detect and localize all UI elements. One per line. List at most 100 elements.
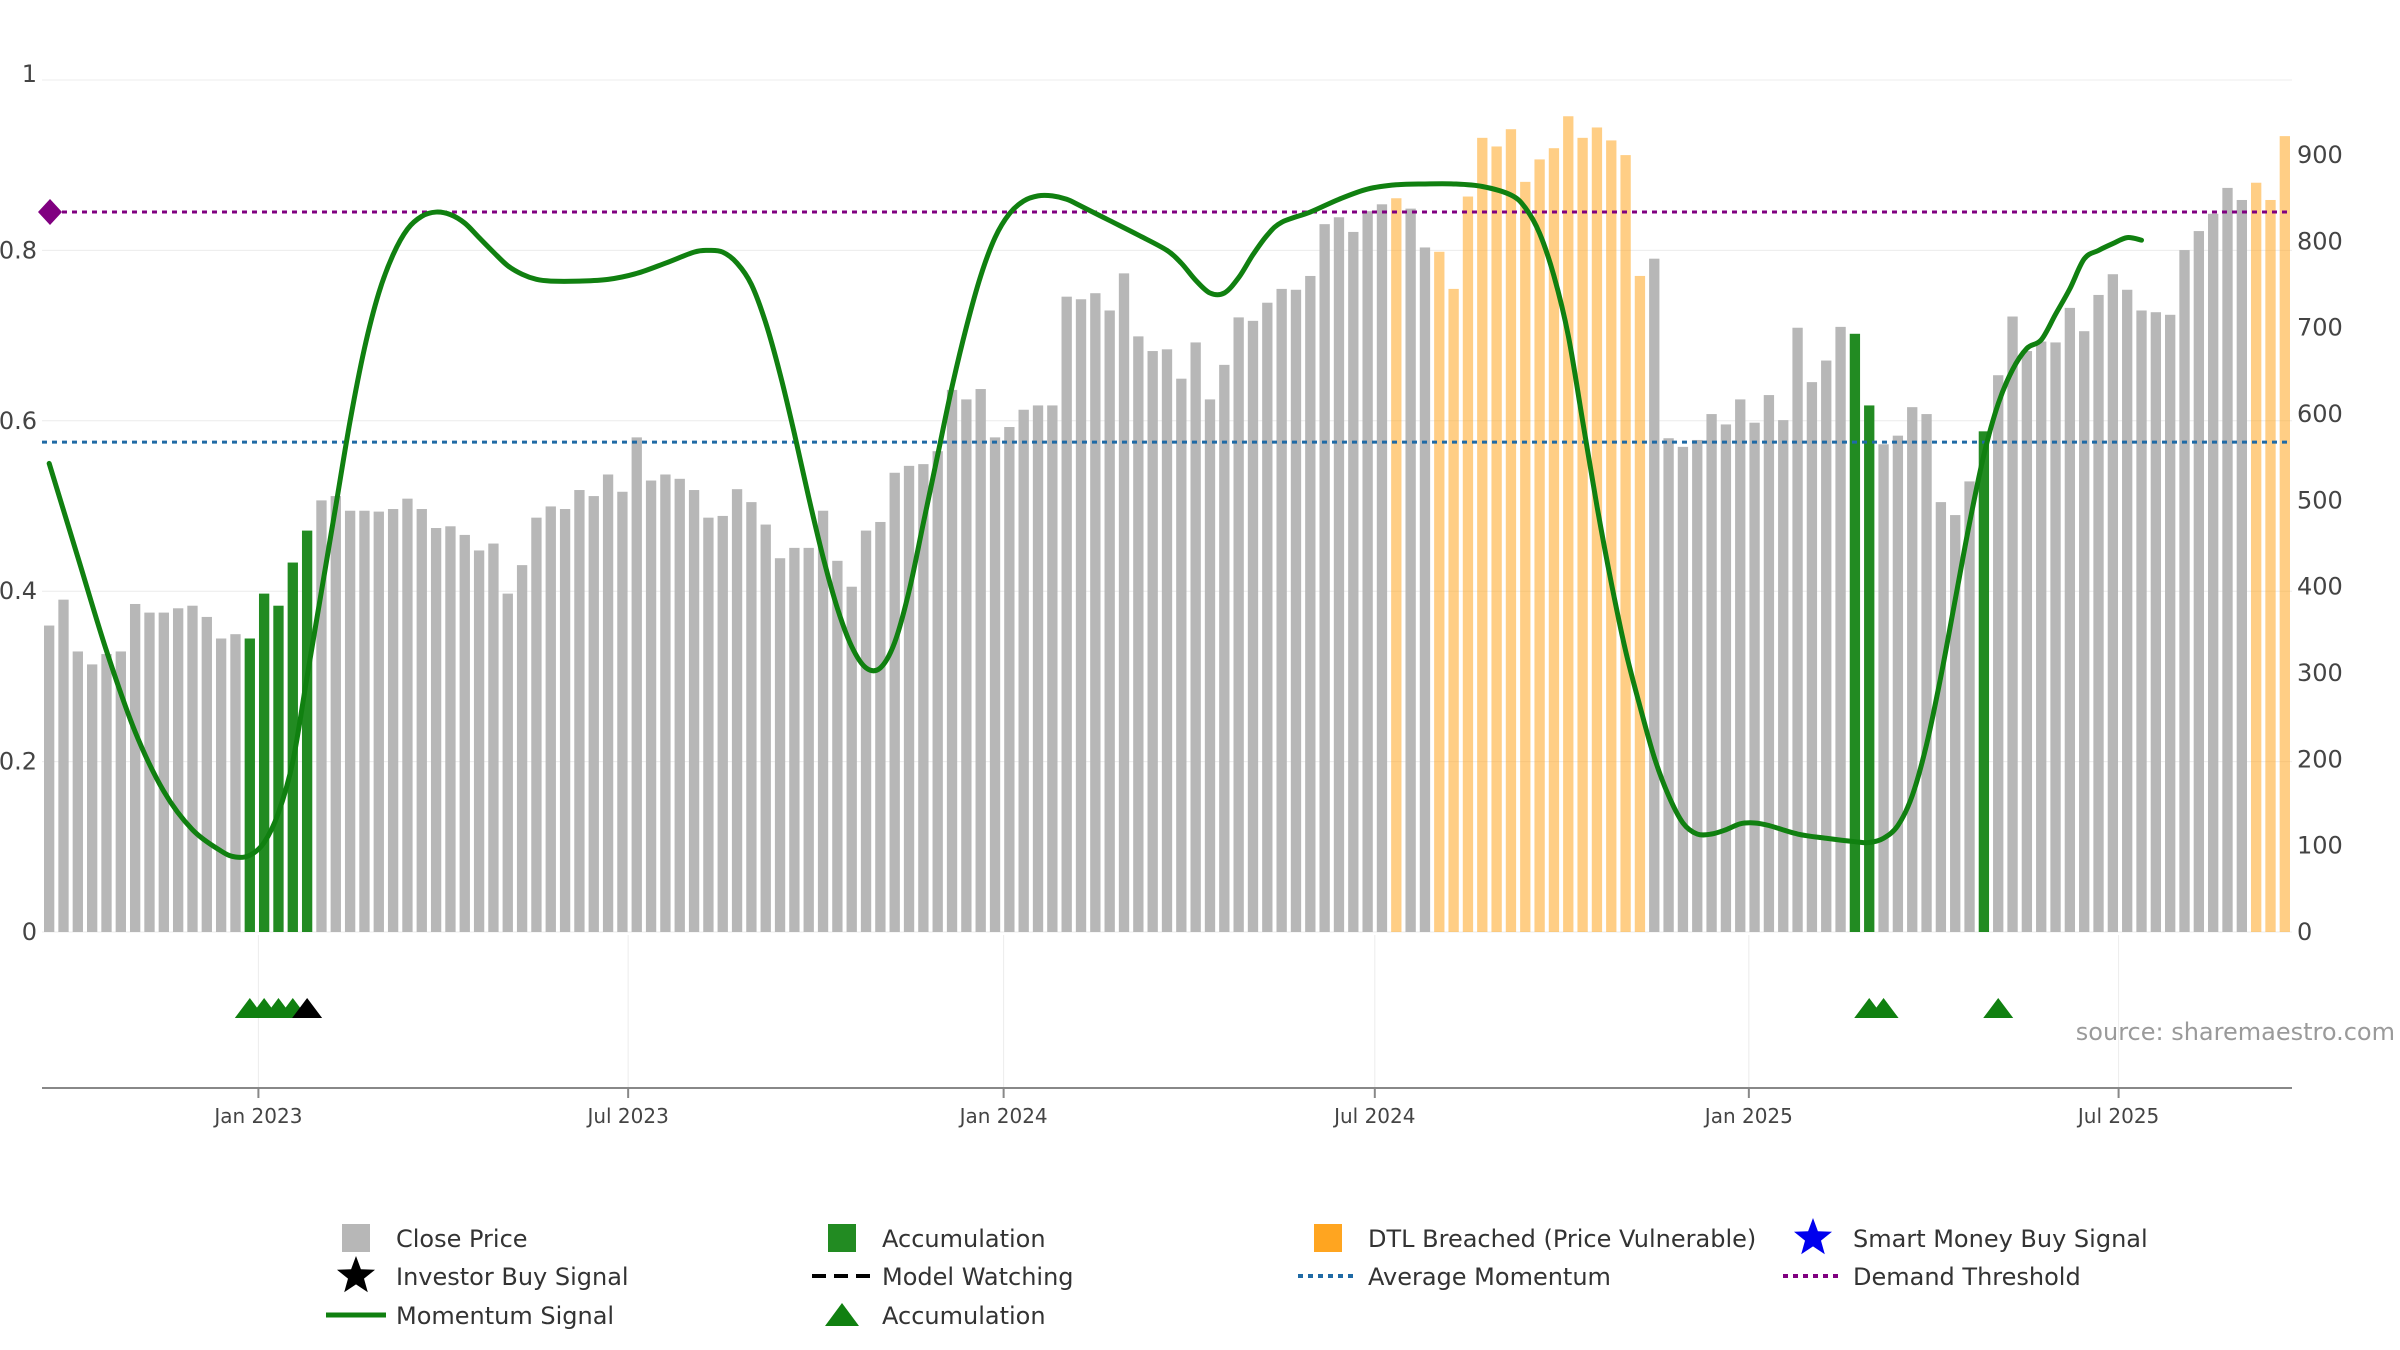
close-price-bar <box>230 634 241 932</box>
close-price-bar <box>1706 414 1717 932</box>
close-price-bar <box>1262 302 1273 932</box>
dtl-breached-bar <box>2279 136 2290 932</box>
close-price-bar <box>946 389 958 932</box>
close-price-bar <box>617 491 628 932</box>
close-price-bar <box>989 437 1001 932</box>
x-tick-label: Jan 2025 <box>1703 1104 1793 1128</box>
close-price-bar <box>445 526 456 932</box>
close-price-bar <box>1677 446 1689 932</box>
close-price-bar <box>975 389 986 932</box>
close-price-bar <box>488 543 499 932</box>
close-price-bar <box>1305 275 1316 932</box>
close-price-bar <box>129 603 141 932</box>
close-price-bar <box>531 517 542 932</box>
close-price-bar <box>660 474 671 932</box>
close-price-bar <box>1061 296 1072 932</box>
close-price-bar <box>1219 364 1230 932</box>
right-tick-label: 900 <box>2297 141 2343 169</box>
close-price-bar <box>559 509 571 932</box>
close-price-bar <box>215 638 227 932</box>
close-price-bar <box>1993 375 2004 932</box>
x-tick-label: Jan 2024 <box>958 1104 1048 1128</box>
close-price-bar <box>416 509 427 932</box>
close-price-bar <box>1276 288 1287 933</box>
left-axis-ticks: 0 0.2 0.4 0.6 0.8 1 <box>0 60 37 946</box>
close-price-bar <box>2064 307 2076 932</box>
close-price-bar <box>1290 289 1302 932</box>
close-price-bar <box>2150 312 2162 933</box>
close-price-bar <box>1835 326 1846 932</box>
legend-label-close-price: Close Price <box>396 1225 528 1253</box>
right-tick-label: 500 <box>2297 486 2343 514</box>
close-price-bar <box>1892 435 1904 932</box>
close-price-bar <box>674 478 685 932</box>
close-price-bar <box>1147 351 1158 933</box>
close-price-bar <box>774 558 786 932</box>
investor-buy-marker <box>292 998 323 1018</box>
close-price-bar <box>58 599 69 932</box>
close-price-bar <box>1319 224 1330 932</box>
legend-label-momentum-signal: Momentum Signal <box>396 1302 614 1330</box>
right-tick-label: 0 <box>2297 918 2312 946</box>
close-price-bar <box>731 489 743 932</box>
close-price-bar <box>1907 407 1918 932</box>
x-tick-label: Jul 2025 <box>2076 1104 2159 1128</box>
close-price-bar <box>645 480 657 932</box>
accumulation-bar <box>1978 431 1990 932</box>
close-price-bar <box>459 534 470 932</box>
accumulation-bar <box>287 562 298 932</box>
close-price-bar <box>2107 274 2119 932</box>
close-price-bar <box>2236 199 2247 932</box>
reference-lines <box>38 199 2292 444</box>
close-price-bar <box>201 616 212 932</box>
close-price-bar <box>760 524 771 932</box>
close-price-bar <box>373 511 384 932</box>
close-price-bar <box>2007 316 2018 932</box>
close-price-bar <box>1032 405 1044 932</box>
close-price-bar <box>1176 378 1187 932</box>
legend-label-accumulation: Accumulation <box>882 1302 1046 1330</box>
close-price-bar <box>1935 502 1947 932</box>
close-price-bar <box>717 515 728 932</box>
dtl-breached-bar <box>1448 288 1459 933</box>
close-price-bar <box>1950 515 1961 932</box>
left-tick-label: 1 <box>22 60 37 88</box>
close-price-bar <box>602 474 614 932</box>
signal-markers <box>234 998 2014 1018</box>
dtl-breached-bar <box>1434 251 1445 933</box>
close-price-bar <box>903 465 915 932</box>
close-price-bar <box>961 399 972 932</box>
legend: Close Price Accumulation DTL Breached (Pri… <box>326 1218 2148 1330</box>
legend-label-average-momentum: Average Momentum <box>1368 1263 1611 1291</box>
dtl-breached-bar <box>1520 181 1531 933</box>
close-price-bar <box>1204 399 1216 932</box>
right-tick-label: 600 <box>2297 400 2343 428</box>
close-price-bar <box>817 510 829 932</box>
right-tick-label: 200 <box>2297 745 2343 773</box>
accumulation-bar <box>258 593 270 932</box>
close-price-bar <box>746 502 757 932</box>
accumulation-marker <box>1983 998 2014 1018</box>
accumulation-bar <box>301 530 313 932</box>
close-price-bar <box>574 490 585 932</box>
dtl-breached-bar <box>2265 199 2276 932</box>
close-price-bar <box>1376 204 1388 932</box>
left-tick-label: 0 <box>22 918 37 946</box>
close-price-bar <box>473 550 485 932</box>
close-price-bar <box>846 586 857 932</box>
close-price-bar <box>144 612 155 932</box>
x-tick-label: Jul 2024 <box>1332 1104 1415 1128</box>
left-tick-label: 0.4 <box>0 577 37 605</box>
dtl-breached-bar <box>1391 198 1402 932</box>
close-price-bar <box>1821 360 1832 932</box>
close-price-bar <box>832 560 843 932</box>
close-price-bar <box>860 530 872 932</box>
close-price-bar <box>1133 336 1144 932</box>
legend-star-smart-money-buy-signal <box>1794 1218 1832 1255</box>
close-price-bar <box>1004 427 1015 932</box>
dtl-breached-bar <box>1577 137 1588 932</box>
dtl-breached-bar <box>1548 148 1560 933</box>
dtl-breached-bar <box>1477 137 1488 932</box>
dtl-breached-bar <box>1563 116 1574 933</box>
close-price-bar <box>918 464 929 932</box>
